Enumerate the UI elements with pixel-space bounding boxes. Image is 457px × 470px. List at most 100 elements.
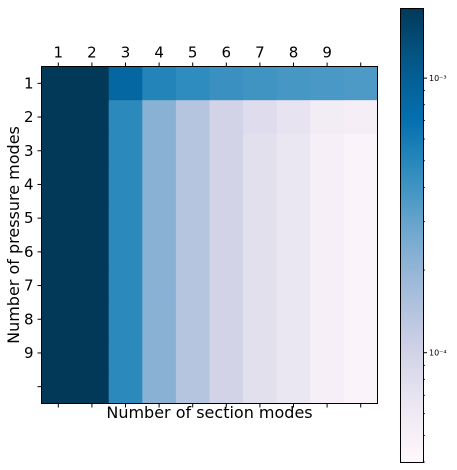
y-tick-label: 7: [24, 277, 34, 295]
y-tick-label: 5: [24, 209, 34, 227]
x-tick-label: 7: [255, 44, 265, 62]
heatmap-cell: [75, 100, 110, 135]
heatmap-cell: [343, 336, 378, 371]
heatmap-cell: [310, 167, 345, 202]
heatmap-cell: [175, 369, 210, 404]
heatmap-cell: [343, 100, 378, 135]
heatmap-cell: [343, 133, 378, 168]
heatmap-cell: [41, 302, 76, 337]
heatmap-cell: [41, 336, 76, 371]
heatmap-cell: [142, 201, 177, 236]
heatmap-cell: [41, 201, 76, 236]
heatmap-cell: [142, 268, 177, 303]
heatmap-cell: [243, 302, 278, 337]
heatmap-cell: [41, 369, 76, 404]
heatmap-cell: [142, 302, 177, 337]
heatmap-cell: [142, 369, 177, 404]
heatmap-cell: [243, 100, 278, 135]
heatmap-cell: [343, 66, 378, 101]
heatmap-cell: [142, 133, 177, 168]
heatmap-cell: [276, 268, 311, 303]
colorbar-tick-label: 10⁻⁴: [429, 349, 447, 358]
heatmap-cell: [243, 201, 278, 236]
heatmap-cell: [310, 369, 345, 404]
heatmap-cell: [142, 336, 177, 371]
heatmap-cell: [75, 167, 110, 202]
heatmap-cell: [209, 133, 244, 168]
heatmap-cell: [310, 100, 345, 135]
heatmap-cell: [41, 235, 76, 270]
heatmap-cell: [175, 167, 210, 202]
heatmap-cell: [243, 66, 278, 101]
heatmap-cell: [276, 302, 311, 337]
heatmap-cell: [209, 369, 244, 404]
heatmap-cell: [276, 133, 311, 168]
heatmap-cell: [209, 336, 244, 371]
x-tick-label: 4: [154, 44, 164, 62]
heatmap-cell: [108, 100, 143, 135]
heatmap-cell: [343, 369, 378, 404]
heatmap-cell: [175, 133, 210, 168]
heatmap-cell: [75, 133, 110, 168]
heatmap-cell: [41, 167, 76, 202]
heatmap-cell: [243, 235, 278, 270]
heatmap-cell: [343, 268, 378, 303]
heatmap-cell: [108, 133, 143, 168]
heatmap-cell: [108, 235, 143, 270]
heatmap-cell: [75, 336, 110, 371]
heatmap-cell: [175, 268, 210, 303]
heatmap-cell: [75, 302, 110, 337]
heatmap-cell: [343, 235, 378, 270]
heatmap-cell: [209, 268, 244, 303]
heatmap-cell: [142, 235, 177, 270]
y-tick-label: 9: [24, 344, 34, 362]
heatmap-cell: [343, 167, 378, 202]
heatmap-cell: [108, 66, 143, 101]
heatmap-cell: [108, 167, 143, 202]
heatmap-cell: [175, 336, 210, 371]
heatmap-cell: [75, 235, 110, 270]
heatmap-cell: [41, 268, 76, 303]
heatmap-cell: [209, 66, 244, 101]
x-tick-label: 9: [322, 44, 332, 62]
heatmap-cell: [41, 100, 76, 135]
heatmap-cell: [310, 336, 345, 371]
heatmap-cell: [276, 336, 311, 371]
heatmap-cell: [108, 336, 143, 371]
heatmap-cell: [209, 302, 244, 337]
y-tick-label: 3: [24, 142, 34, 160]
heatmap-cell: [276, 100, 311, 135]
heatmap-cell: [75, 201, 110, 236]
heatmap-cell: [175, 66, 210, 101]
heatmap-cell: [75, 369, 110, 404]
heatmap-cell: [209, 201, 244, 236]
heatmap-cell: [243, 133, 278, 168]
heatmap-cell: [310, 235, 345, 270]
x-tick-label: 1: [54, 44, 64, 62]
heatmap-cell: [175, 302, 210, 337]
heatmap-cell: [75, 66, 110, 101]
heatmap-cell: [343, 302, 378, 337]
plot-frame: [41, 66, 378, 404]
x-tick-label: 6: [222, 44, 232, 62]
heatmap-cell: [343, 201, 378, 236]
heatmap-cell: [243, 268, 278, 303]
heatmap-cell: [41, 133, 76, 168]
heatmap-cell: [209, 167, 244, 202]
heatmap-cell: [243, 167, 278, 202]
heatmap-cell: [209, 100, 244, 135]
y-axis-label: Number of pressure modes: [4, 126, 23, 344]
x-tick-label: 3: [121, 44, 131, 62]
heatmap-cell: [175, 201, 210, 236]
heatmap-cell: [108, 268, 143, 303]
heatmap-cell: [310, 302, 345, 337]
heatmap-cell: [276, 167, 311, 202]
heatmap-cell: [276, 369, 311, 404]
colorbar: [400, 8, 423, 462]
x-axis-ticks: 1 2 3 4 5 6 7 8 9: [54, 44, 362, 408]
heatmap-cell: [310, 268, 345, 303]
heatmap-cell: [75, 268, 110, 303]
heatmap-cell: [243, 336, 278, 371]
heatmap-cell: [142, 100, 177, 135]
